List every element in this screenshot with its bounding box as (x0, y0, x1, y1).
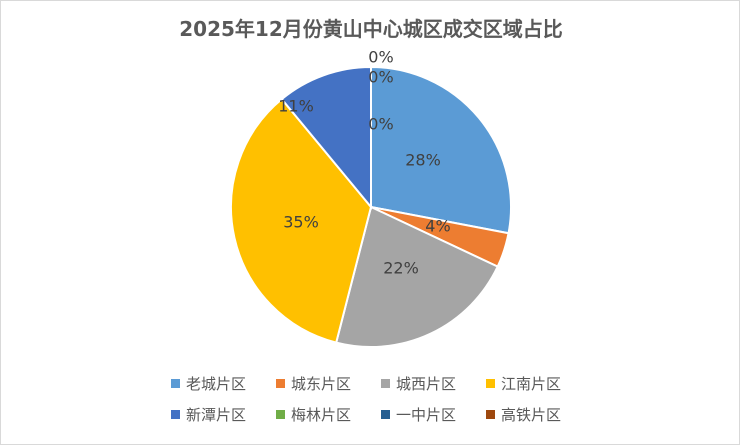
legend-label: 城东片区 (291, 375, 352, 393)
legend-swatch (486, 379, 495, 388)
legend-swatch (276, 410, 285, 419)
legend-label: 一中片区 (396, 406, 457, 424)
legend-item-6: 梅林片区 (276, 404, 381, 425)
pie-slice-3 (334, 205, 500, 348)
legend-swatch (486, 410, 495, 419)
legend-label: 江南片区 (501, 375, 562, 393)
chart-title: 2025年12月份黄山中心城区成交区域占比 (179, 17, 563, 41)
data-label-7: 0% (368, 68, 393, 87)
legend-label: 城西片区 (396, 375, 457, 393)
legend-item-7: 一中片区 (381, 404, 486, 425)
legend-swatch (276, 379, 285, 388)
legend-item-8: 高铁片区 (486, 404, 591, 425)
legend-label: 梅林片区 (291, 406, 352, 424)
legend-item-2: 城东片区 (276, 373, 381, 394)
legend-item-5: 新潭片区 (171, 404, 276, 425)
legend-item-3: 城西片区 (381, 373, 486, 394)
data-label-6: 0% (368, 115, 393, 134)
legend-swatch (171, 410, 180, 419)
legend-label: 高铁片区 (501, 406, 562, 424)
legend-item-1: 老城片区 (171, 373, 276, 394)
pie-slice-1 (370, 65, 512, 235)
data-label-5: 11% (278, 97, 314, 116)
data-label-8: 0% (368, 48, 393, 67)
legend-label: 新潭片区 (186, 406, 247, 424)
data-label-1: 28% (405, 151, 441, 170)
legend-swatch (381, 410, 390, 419)
data-label-3: 22% (383, 259, 419, 278)
legend-item-4: 江南片区 (486, 373, 591, 394)
pie-slice-5 (280, 65, 372, 210)
legend-swatch (171, 379, 180, 388)
legend-label: 老城片区 (186, 375, 247, 393)
legend-swatch (381, 379, 390, 388)
data-label-2: 4% (425, 217, 450, 236)
legend: 老城片区 城东片区 城西片区 江南片区新潭片区 梅林片区 一中片区 高铁片区 (171, 373, 591, 425)
data-label-4: 35% (283, 213, 319, 232)
pie-slice-4 (230, 97, 373, 344)
